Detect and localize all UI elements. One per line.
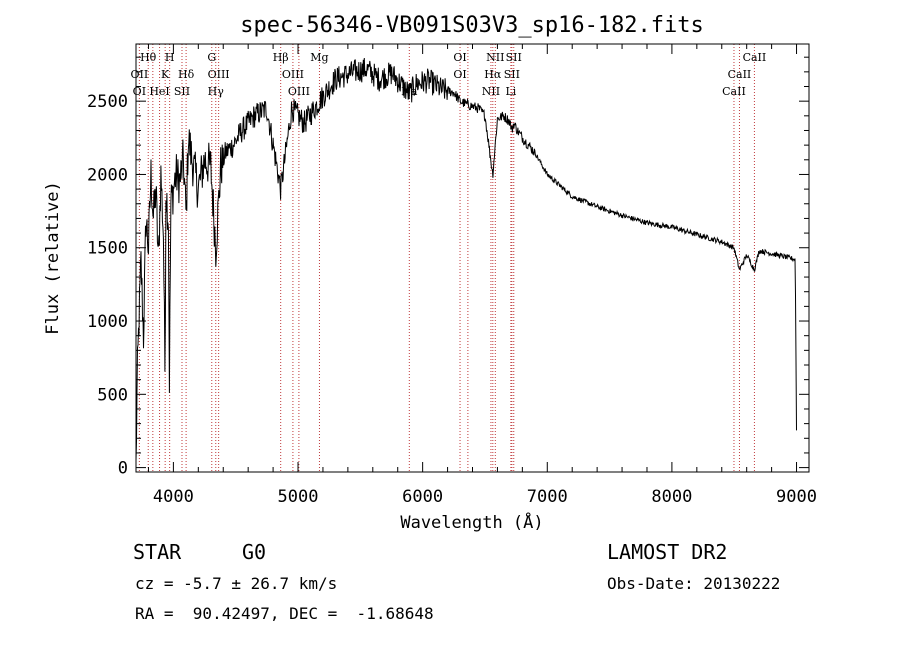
x-tick-label-7000: 7000 xyxy=(527,487,568,507)
line-label-3: Hβ xyxy=(273,51,289,64)
chart-title: spec-56346-VB091S03V3_sp16-182.fits xyxy=(240,13,704,38)
line-label-4: Mg xyxy=(310,51,328,64)
line-label-9: OII xyxy=(131,68,149,81)
line-label-6: NII xyxy=(486,51,504,64)
line-label-14: OI xyxy=(453,68,466,81)
line-label-11: Hδ xyxy=(178,68,195,81)
spectrum-series xyxy=(135,57,797,461)
line-label-24: NII xyxy=(482,85,500,98)
x-tick-label-4000: 4000 xyxy=(153,487,194,507)
coordinates-text: RA = 90.42497, DEC = -1.68648 xyxy=(135,604,434,623)
line-label-8: CaII xyxy=(743,51,767,64)
line-label-5: OI xyxy=(453,51,466,64)
redshift-text: cz = -5.7 ± 26.7 km/s xyxy=(135,574,338,593)
line-label-7: SII xyxy=(506,51,522,64)
line-label-2: G xyxy=(207,51,216,64)
y-tick-label-1000: 1000 xyxy=(87,312,128,332)
line-label-19: HeI xyxy=(149,85,169,98)
line-label-10: K xyxy=(161,68,170,81)
y-tick-label-500: 500 xyxy=(97,385,128,405)
x-tick-label-5000: 5000 xyxy=(278,487,319,507)
x-tick-label-9000: 9000 xyxy=(776,487,817,507)
y-tick-label-2000: 2000 xyxy=(87,165,128,185)
obs-date-text: Obs-Date: 20130222 xyxy=(607,574,781,593)
x-tick-label-6000: 6000 xyxy=(402,487,443,507)
line-label-25: Li xyxy=(505,85,516,98)
y-tick-label-0: 0 xyxy=(118,459,128,479)
line-label-26: CaII xyxy=(722,85,746,98)
line-label-12: OIII xyxy=(208,68,230,81)
emission-line-markers xyxy=(138,44,755,472)
x-axis-label: Wavelength (Å) xyxy=(400,511,543,533)
x-tick-label-8000: 8000 xyxy=(651,487,692,507)
y-tick-label-2500: 2500 xyxy=(87,92,128,112)
object-subclass: G0 xyxy=(242,540,267,564)
survey-name: LAMOST DR2 xyxy=(607,540,728,564)
line-label-21: Hγ xyxy=(208,85,225,98)
y-axis-label: Flux (relative) xyxy=(43,181,63,335)
y-axis: 0 500 1000 1500 2000 2500 xyxy=(87,56,809,479)
line-label-20: SII xyxy=(174,85,190,98)
line-label-1: H xyxy=(165,51,175,64)
line-label-15: Hα xyxy=(484,68,502,81)
line-label-23: Na xyxy=(401,85,418,98)
line-label-17: CaII xyxy=(728,68,752,81)
x-axis: 4000 5000 6000 7000 8000 9000 xyxy=(147,44,817,507)
line-label-13: OIII xyxy=(282,68,304,81)
line-label-22: OIII xyxy=(288,85,310,98)
line-label-18: OI xyxy=(133,85,146,98)
line-label-16: SII xyxy=(504,68,520,81)
object-class: STAR xyxy=(133,540,182,564)
plot-frame xyxy=(135,43,810,473)
spectrum-line xyxy=(135,57,797,461)
line-label-0: Hθ xyxy=(140,51,157,64)
y-tick-label-1500: 1500 xyxy=(87,239,128,259)
